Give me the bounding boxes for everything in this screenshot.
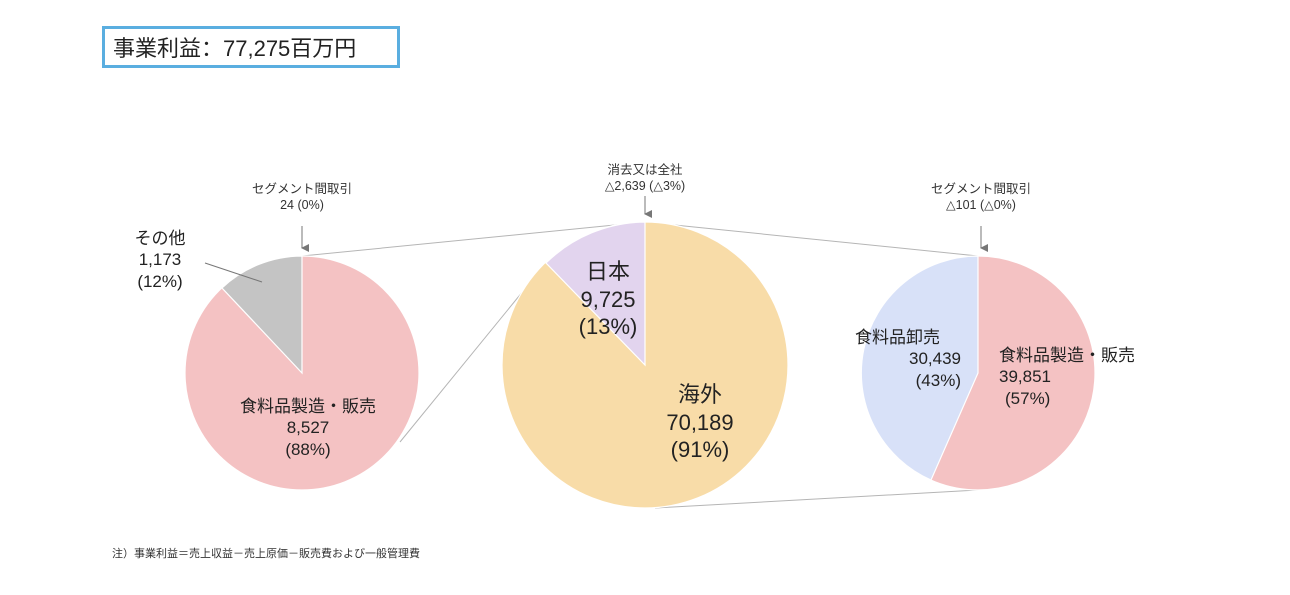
right-callout: セグメント間取引 △101 (△0%) bbox=[908, 182, 1054, 213]
other-leader-line bbox=[204, 262, 263, 283]
label-japan: 日本 9,725 (13%) bbox=[578, 259, 638, 339]
slice-japan bbox=[545, 221, 646, 367]
middle-pie bbox=[501, 221, 789, 509]
left-pie bbox=[184, 255, 420, 491]
slice-other bbox=[221, 255, 303, 375]
label-food-wholesale: 食料品卸売 30,439 (43%) bbox=[855, 328, 961, 390]
footnote: 注）事業利益＝売上収益－売上原価－販売費および一般管理費 bbox=[112, 548, 420, 560]
callout-label: セグメント間取引 bbox=[251, 182, 352, 196]
callout-label: セグメント間取引 bbox=[930, 182, 1031, 196]
slice-food-wholesale bbox=[860, 255, 979, 481]
label-overseas: 海外 70,189 (91%) bbox=[666, 382, 734, 462]
middle-callout: 消去又は全社 △2,639 (△3%) bbox=[575, 163, 715, 194]
callout-arrows bbox=[301, 196, 988, 252]
callout-value: △2,639 (△3%) bbox=[604, 178, 686, 193]
label-other: その他 1,173 (12%) bbox=[134, 229, 186, 291]
callout-value: 24 (0%) bbox=[280, 197, 324, 212]
page-title: 事業利益：77,275百万円 bbox=[102, 26, 400, 68]
label-food-manufacturing-japan: 食料品製造・販売 39,851 (57%) bbox=[999, 346, 1135, 408]
label-food-manufacturing-overseas: 食料品製造・販売 8,527 (88%) bbox=[240, 397, 376, 459]
left-callout: セグメント間取引 24 (0%) bbox=[232, 182, 372, 213]
callout-label: 消去又は全社 bbox=[607, 163, 683, 177]
callout-value: △101 (△0%) bbox=[946, 197, 1016, 212]
right-pie bbox=[860, 255, 1096, 491]
